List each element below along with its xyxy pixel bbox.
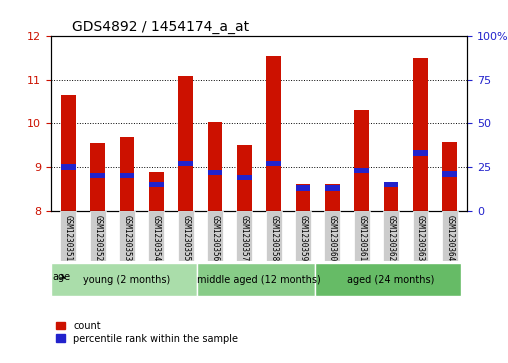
FancyBboxPatch shape: [60, 211, 76, 261]
Text: GDS4892 / 1454174_a_at: GDS4892 / 1454174_a_at: [72, 20, 249, 34]
Bar: [384, 182, 398, 187]
FancyBboxPatch shape: [90, 211, 106, 261]
FancyBboxPatch shape: [354, 211, 370, 261]
Bar: [355, 168, 369, 173]
Text: GSM1230356: GSM1230356: [211, 215, 219, 261]
FancyBboxPatch shape: [383, 211, 399, 261]
Text: GSM1230353: GSM1230353: [122, 215, 132, 261]
Legend: count, percentile rank within the sample: count, percentile rank within the sample: [56, 321, 238, 344]
Bar: [296, 184, 310, 211]
FancyBboxPatch shape: [442, 211, 458, 261]
FancyBboxPatch shape: [178, 211, 194, 261]
Bar: [61, 95, 76, 211]
Bar: [413, 58, 428, 211]
Text: GSM1230361: GSM1230361: [357, 215, 366, 261]
Bar: [178, 76, 193, 211]
Text: young (2 months): young (2 months): [83, 274, 171, 285]
Bar: [442, 142, 457, 211]
Bar: [208, 122, 223, 211]
FancyBboxPatch shape: [266, 211, 281, 261]
Bar: [237, 175, 252, 180]
Bar: [325, 184, 340, 211]
Bar: [208, 170, 223, 175]
Bar: [442, 171, 457, 176]
FancyBboxPatch shape: [51, 263, 198, 296]
Text: GSM1230358: GSM1230358: [269, 215, 278, 261]
Bar: [149, 172, 164, 211]
FancyBboxPatch shape: [412, 211, 428, 261]
Bar: [120, 173, 135, 178]
FancyBboxPatch shape: [325, 211, 340, 261]
Text: GSM1230363: GSM1230363: [416, 215, 425, 261]
Bar: [413, 150, 428, 156]
Bar: [90, 143, 105, 211]
Text: GSM1230360: GSM1230360: [328, 215, 337, 261]
Bar: [355, 110, 369, 211]
Bar: [178, 161, 193, 166]
FancyBboxPatch shape: [315, 263, 461, 296]
Bar: [149, 182, 164, 187]
Bar: [237, 145, 252, 211]
Text: GSM1230352: GSM1230352: [93, 215, 102, 261]
FancyBboxPatch shape: [198, 263, 315, 296]
Bar: [266, 161, 281, 166]
Text: GSM1230357: GSM1230357: [240, 215, 249, 261]
Bar: [61, 164, 76, 170]
Bar: [325, 185, 340, 191]
Text: GSM1230355: GSM1230355: [181, 215, 190, 261]
Text: GSM1230351: GSM1230351: [64, 215, 73, 261]
FancyBboxPatch shape: [119, 211, 135, 261]
Bar: [90, 173, 105, 178]
Text: middle aged (12 months): middle aged (12 months): [197, 274, 321, 285]
FancyBboxPatch shape: [207, 211, 223, 261]
Text: aged (24 months): aged (24 months): [347, 274, 435, 285]
Text: GSM1230354: GSM1230354: [152, 215, 161, 261]
Text: GSM1230359: GSM1230359: [299, 215, 307, 261]
Bar: [296, 185, 310, 191]
Bar: [120, 137, 135, 211]
Bar: [384, 187, 398, 211]
FancyBboxPatch shape: [295, 211, 311, 261]
Text: GSM1230364: GSM1230364: [445, 215, 454, 261]
FancyBboxPatch shape: [148, 211, 164, 261]
FancyBboxPatch shape: [237, 211, 252, 261]
Text: GSM1230362: GSM1230362: [387, 215, 396, 261]
Text: age: age: [52, 272, 71, 282]
Bar: [266, 56, 281, 211]
